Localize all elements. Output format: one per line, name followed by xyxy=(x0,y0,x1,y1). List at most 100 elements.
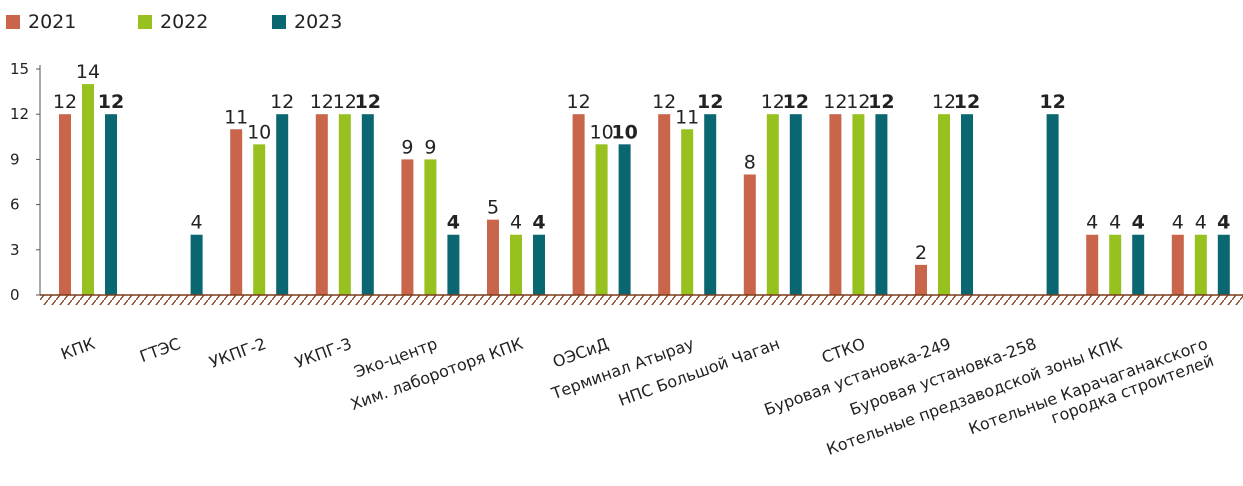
category-label-1: ГТЭС xyxy=(137,334,183,366)
bar-2022-3 xyxy=(338,114,351,295)
bar-2021-4 xyxy=(401,159,414,295)
value-label-2022-12: 4 xyxy=(1109,212,1121,234)
bar-2022-10 xyxy=(938,114,950,295)
value-label-2021-3: 12 xyxy=(310,91,334,113)
value-label-2023-9: 12 xyxy=(868,91,894,113)
category-label-line: КПК xyxy=(58,334,98,364)
value-label-2021-8: 8 xyxy=(744,151,756,173)
value-label-2023-7: 12 xyxy=(697,91,723,113)
bar-2021-6 xyxy=(572,114,585,295)
legend-swatch xyxy=(6,15,20,29)
bar-2023-9 xyxy=(875,114,888,295)
value-label-2023-11: 12 xyxy=(1039,91,1065,113)
legend-item-2021: 2021 xyxy=(6,9,76,35)
bar-2023-7 xyxy=(704,114,717,295)
category-label-2: УКПГ-2 xyxy=(207,334,269,372)
y-tick-label: 15 xyxy=(10,60,29,78)
bar-2021-10 xyxy=(915,264,927,295)
bar-2021-8 xyxy=(743,174,756,295)
bar-2021-12 xyxy=(1086,234,1099,295)
category-label-line: УКПГ-3 xyxy=(292,334,354,372)
bar-2023-6 xyxy=(618,144,631,295)
bar-2022-0 xyxy=(82,84,94,295)
bar-2021-2 xyxy=(230,129,243,295)
bar-2023-4 xyxy=(447,234,460,295)
value-label-2022-4: 9 xyxy=(424,136,436,158)
bar-2023-3 xyxy=(361,114,374,295)
value-label-2023-5: 4 xyxy=(532,212,545,234)
bar-2021-5 xyxy=(487,219,499,295)
value-label-2023-4: 4 xyxy=(447,212,460,234)
legend-item-2023: 2023 xyxy=(272,9,342,35)
value-label-2022-5: 4 xyxy=(510,212,522,234)
legend-label: 2022 xyxy=(160,11,209,33)
bar-2023-10 xyxy=(961,114,973,295)
value-label-2022-10: 12 xyxy=(932,91,956,113)
bar-2022-12 xyxy=(1109,234,1122,295)
category-label-line: ГТЭС xyxy=(137,334,183,366)
category-label-line: УКПГ-2 xyxy=(207,334,269,372)
y-tick-label: 3 xyxy=(10,241,20,259)
category-label-line: СТКО xyxy=(819,334,868,367)
value-label-2022-7: 11 xyxy=(675,106,699,128)
value-label-2023-6: 10 xyxy=(611,121,637,143)
y-tick-label: 6 xyxy=(10,196,20,214)
bar-2022-7 xyxy=(681,129,694,295)
bar-2023-11 xyxy=(1046,114,1059,295)
legend-label: 2021 xyxy=(28,11,77,33)
bar-2023-8 xyxy=(789,114,802,295)
value-label-2021-10: 2 xyxy=(915,242,927,264)
category-label-3: УКПГ-3 xyxy=(292,334,354,372)
value-label-2021-6: 12 xyxy=(567,91,591,113)
value-label-2023-12: 4 xyxy=(1132,212,1145,234)
value-label-2021-12: 4 xyxy=(1086,212,1098,234)
legend-swatch xyxy=(138,15,152,29)
bar-2022-13 xyxy=(1194,234,1207,295)
value-label-2021-5: 5 xyxy=(487,197,499,219)
bar-2023-12 xyxy=(1132,234,1145,295)
legend-label: 2023 xyxy=(294,11,343,33)
category-label-9: СТКО xyxy=(819,334,868,367)
bar-2023-5 xyxy=(533,234,545,295)
value-label-2022-8: 12 xyxy=(761,91,785,113)
value-label-2022-13: 4 xyxy=(1195,212,1207,234)
bar-2021-9 xyxy=(829,114,842,295)
value-label-2022-0: 14 xyxy=(76,61,100,83)
bar-2022-6 xyxy=(595,144,608,295)
ground-hatch xyxy=(40,295,1243,305)
value-label-2023-13: 4 xyxy=(1217,212,1230,234)
value-label-2021-4: 9 xyxy=(401,136,413,158)
value-label-2023-1: 4 xyxy=(191,212,203,234)
bar-2023-13 xyxy=(1217,234,1230,295)
y-tick-label: 9 xyxy=(10,150,20,168)
bar-2023-0 xyxy=(105,114,117,295)
value-label-2021-7: 12 xyxy=(652,91,676,113)
category-label-0: КПК xyxy=(58,334,98,364)
value-label-2023-2: 12 xyxy=(270,91,294,113)
value-label-2023-0: 12 xyxy=(98,91,124,113)
bar-2021-7 xyxy=(658,114,671,295)
bar-2021-3 xyxy=(315,114,328,295)
bar-2023-1 xyxy=(190,234,203,295)
value-label-2023-10: 12 xyxy=(954,91,980,113)
value-label-2021-9: 12 xyxy=(823,91,847,113)
value-label-2022-6: 10 xyxy=(590,121,614,143)
legend-item-2022: 2022 xyxy=(138,9,208,35)
legend-swatch xyxy=(272,15,286,29)
y-tick-label: 12 xyxy=(10,105,29,123)
value-label-2021-0: 12 xyxy=(53,91,77,113)
value-label-2022-9: 12 xyxy=(846,91,870,113)
y-tick-label: 0 xyxy=(10,286,20,304)
bar-2021-0 xyxy=(59,114,71,295)
value-label-2023-8: 12 xyxy=(783,91,809,113)
bar-2021-13 xyxy=(1171,234,1184,295)
value-label-2021-13: 4 xyxy=(1172,212,1184,234)
value-label-2023-3: 12 xyxy=(355,91,381,113)
bar-2022-9 xyxy=(852,114,865,295)
bar-2022-4 xyxy=(424,159,437,295)
value-label-2021-2: 11 xyxy=(224,106,248,128)
value-label-2022-2: 10 xyxy=(247,121,271,143)
value-label-2022-3: 12 xyxy=(333,91,357,113)
bar-2023-2 xyxy=(276,114,289,295)
